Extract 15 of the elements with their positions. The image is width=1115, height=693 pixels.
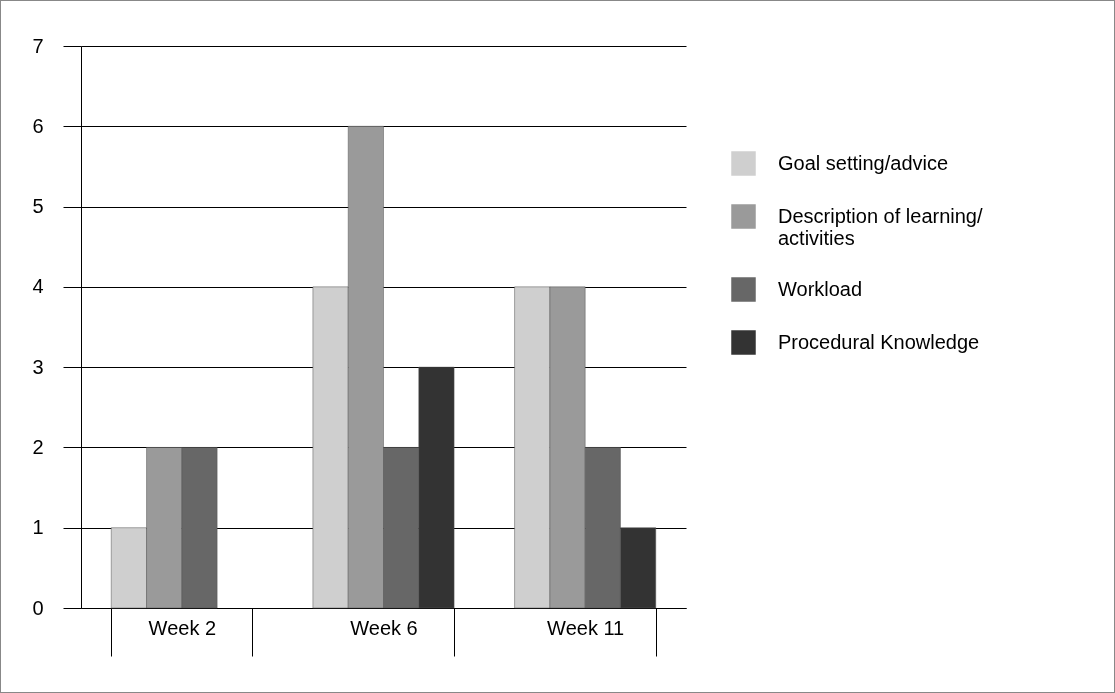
y-tick-label: 2 (32, 435, 44, 458)
y-tick-label: 7 (32, 34, 44, 57)
y-tick-label: 4 (32, 275, 44, 298)
x-tick-label: Week 11 (547, 616, 625, 639)
legend-label: Procedural Knowledge (778, 330, 980, 353)
legend-label: Goal setting/advice (778, 151, 949, 174)
x-tick-label: Week 2 (148, 616, 217, 639)
y-tick-label: 0 (32, 596, 44, 619)
y-tick-label: 6 (32, 114, 44, 137)
y-tick-label: 3 (32, 355, 44, 378)
y-tick-label: 5 (32, 195, 44, 218)
legend-label: Description of learning/activities (778, 204, 983, 249)
legend-label: Workload (778, 277, 863, 300)
x-tick-label: Week 6 (350, 616, 418, 639)
y-tick-label: 1 (32, 516, 44, 539)
